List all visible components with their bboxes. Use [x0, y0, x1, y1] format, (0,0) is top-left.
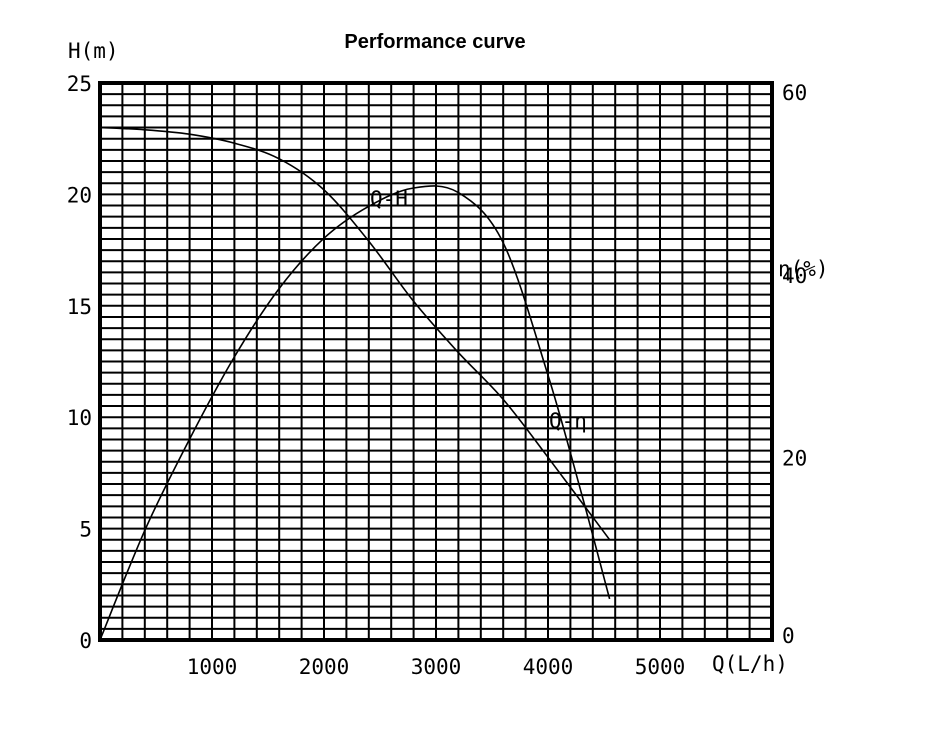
x-axis-label: Q(L/h): [712, 652, 788, 676]
series-lines: [99, 126, 611, 641]
y-left-tick-label: 5: [79, 518, 92, 542]
x-tick-label: 1000: [187, 655, 238, 679]
plot-frame: [98, 81, 774, 642]
grid: [98, 81, 774, 642]
y-left-tick-label: 10: [67, 406, 92, 430]
y-left-tick-label: 0: [79, 629, 92, 653]
y-right-tick-label: 40: [782, 264, 807, 288]
y-left-tick-label: 25: [67, 72, 92, 96]
y-right-axis-label: η(%): [778, 257, 829, 281]
x-tick-label: 5000: [635, 655, 686, 679]
series-line-q-eta: [99, 185, 611, 641]
curve-labels: Q-H Q-η: [370, 187, 587, 433]
y-left-tick-label: 20: [67, 183, 92, 207]
x-tick-label: 3000: [411, 655, 462, 679]
y-right-tick-label: 0: [782, 624, 795, 648]
y-left-axis-label: H(m): [68, 39, 119, 63]
series-line-q-h: [99, 126, 611, 541]
x-tick-label: 4000: [523, 655, 574, 679]
y-left-tick-label: 15: [67, 295, 92, 319]
x-tick-label: 2000: [299, 655, 350, 679]
curve-label-q-h: Q-H: [370, 187, 408, 211]
y-right-tick-label: 60: [782, 81, 807, 105]
curve-label-q-eta: Q-η: [549, 409, 587, 433]
y-right-tick-label: 20: [782, 446, 807, 470]
chart-title: Performance curve: [344, 31, 525, 53]
tick-labels: 1000 2000 3000 4000 5000 0 5 10 15 20 25 0 20 40 60: [67, 72, 808, 679]
